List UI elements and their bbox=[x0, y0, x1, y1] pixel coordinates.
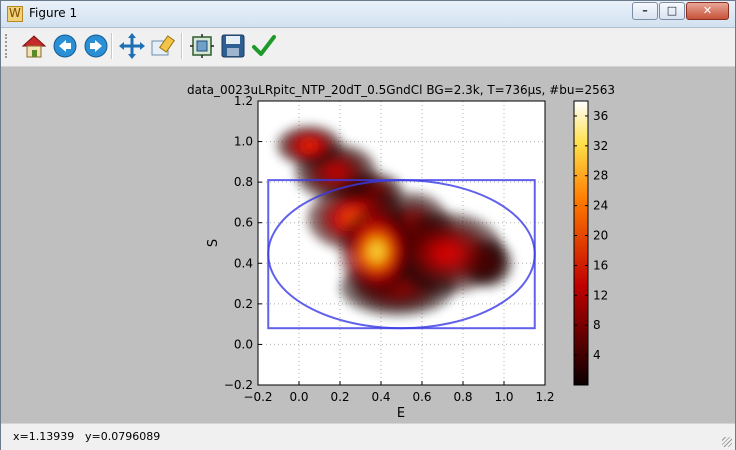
title-bar[interactable]: Figure 1 – □ ✕ bbox=[1, 1, 735, 28]
overlay-layer bbox=[267, 179, 536, 330]
x-tick-label: 0.8 bbox=[453, 390, 472, 404]
checkmark-icon bbox=[252, 35, 276, 56]
forward-button[interactable] bbox=[82, 32, 110, 60]
x-tick-label: −0.2 bbox=[243, 390, 272, 404]
save-button[interactable] bbox=[219, 32, 247, 60]
colorbar-tick-label: 24 bbox=[593, 199, 608, 213]
cursor-x-readout: x=1.13939 bbox=[13, 430, 75, 443]
colorbar-tick-label: 28 bbox=[593, 169, 608, 183]
colorbar-tick-label: 8 bbox=[593, 318, 601, 332]
zoom-button[interactable] bbox=[149, 32, 177, 60]
y-tick-label: 0.0 bbox=[234, 337, 253, 351]
x-tick-label: 1.0 bbox=[494, 390, 513, 404]
window-controls: – □ ✕ bbox=[631, 2, 729, 22]
figure-canvas[interactable]: data_0023uLRpitc_NTP_20dT_0.5GndCl BG=2.… bbox=[1, 67, 735, 423]
heatmap-blob bbox=[307, 143, 312, 148]
x-axis-ticks: −0.2 0.0 0.2 0.4 0.6 0.8 1.0 1.2 bbox=[243, 381, 555, 404]
toolbar-separator bbox=[111, 33, 113, 59]
maximize-button[interactable]: □ bbox=[659, 2, 685, 20]
move-icon bbox=[119, 33, 145, 59]
y-tick-label: 0.4 bbox=[234, 256, 253, 270]
back-button[interactable] bbox=[51, 32, 79, 60]
y-tick-label: 1.2 bbox=[234, 94, 253, 108]
colorbar-tick-label: 16 bbox=[593, 258, 608, 272]
colorbar-ticks: 4 8 12 16 20 24 28 32 36 bbox=[574, 109, 608, 362]
y-tick-label: 0.2 bbox=[234, 297, 253, 311]
x-axis-label: E bbox=[397, 406, 405, 421]
floppy-icon bbox=[221, 34, 245, 58]
colorbar-tick-label: 32 bbox=[593, 139, 608, 153]
close-icon: ✕ bbox=[702, 4, 713, 17]
figure-svg[interactable]: data_0023uLRpitc_NTP_20dT_0.5GndCl BG=2.… bbox=[1, 67, 735, 423]
x-tick-label: 1.2 bbox=[535, 390, 554, 404]
x-tick-label: 0.2 bbox=[330, 390, 349, 404]
y-axis-label: S bbox=[206, 239, 221, 247]
apply-button[interactable] bbox=[250, 32, 278, 60]
grid-lines bbox=[258, 101, 545, 385]
colorbar-tick-label: 36 bbox=[593, 109, 608, 123]
resize-grip[interactable] bbox=[722, 437, 732, 447]
cursor-y-readout: y=0.0796089 bbox=[85, 430, 161, 443]
heatmap-blob bbox=[444, 251, 449, 256]
home-icon bbox=[21, 35, 47, 58]
x-tick-label: 0.4 bbox=[371, 390, 390, 404]
status-bar: x=1.13939 y=0.0796089 bbox=[1, 423, 735, 450]
y-tick-label: 1.0 bbox=[234, 135, 253, 149]
heatmap-blob bbox=[333, 170, 338, 174]
y-tick-label: 0.8 bbox=[234, 175, 253, 189]
pan-button[interactable] bbox=[118, 32, 146, 60]
y-axis-ticks: −0.2 0.0 0.2 0.4 0.6 0.8 1.0 1.2 bbox=[224, 94, 262, 392]
chart-title: data_0023uLRpitc_NTP_20dT_0.5GndCl BG=2.… bbox=[187, 83, 615, 97]
x-tick-label: 0.0 bbox=[289, 390, 308, 404]
colorbar-tick-label: 20 bbox=[593, 229, 608, 243]
selection-ellipse[interactable] bbox=[267, 179, 536, 330]
plot-frame bbox=[257, 100, 546, 386]
maximize-icon: □ bbox=[666, 4, 678, 17]
app-icon bbox=[7, 6, 23, 22]
y-tick-label: 0.6 bbox=[234, 216, 253, 230]
subplots-button[interactable] bbox=[188, 32, 216, 60]
heatmap-layer bbox=[276, 125, 513, 316]
heatmap-density bbox=[276, 125, 513, 316]
toolbar-grip[interactable] bbox=[5, 34, 10, 58]
x-tick-label: 0.6 bbox=[412, 390, 431, 404]
heatmap-blob bbox=[374, 249, 379, 254]
minimize-button[interactable]: – bbox=[632, 2, 658, 20]
subplots-icon bbox=[190, 34, 214, 58]
y-tick-label: −0.2 bbox=[224, 378, 253, 392]
window-title: Figure 1 bbox=[29, 6, 78, 20]
minimize-icon: – bbox=[642, 4, 648, 17]
forward-arrow-icon bbox=[84, 34, 108, 58]
toolbar bbox=[1, 28, 735, 67]
toolbar-separator bbox=[181, 33, 183, 59]
colorbar bbox=[573, 100, 589, 386]
home-button[interactable] bbox=[20, 32, 48, 60]
close-button[interactable]: ✕ bbox=[686, 2, 729, 20]
zoom-rect-icon bbox=[151, 35, 175, 56]
back-arrow-icon bbox=[53, 34, 77, 58]
colorbar-tick-label: 4 bbox=[593, 348, 601, 362]
colorbar-tick-label: 12 bbox=[593, 288, 608, 302]
